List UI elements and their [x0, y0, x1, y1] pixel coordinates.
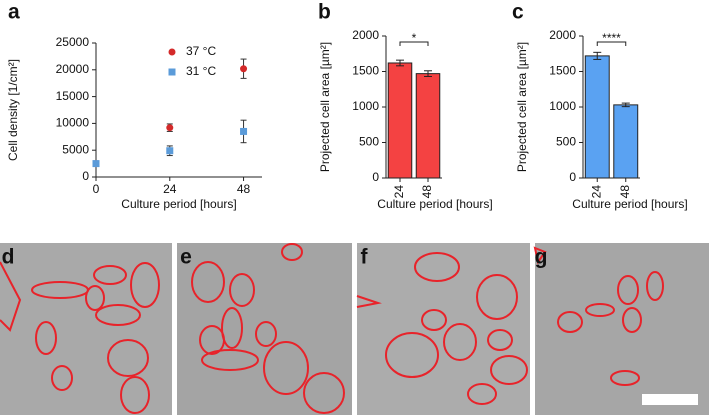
- legend-marker: [168, 68, 176, 76]
- y-axis-label: Cell density [1/cm²]: [6, 59, 20, 161]
- error-bar: [621, 102, 630, 108]
- panel-label: f: [361, 246, 369, 269]
- x-tick-label: 48: [618, 185, 632, 199]
- bar: [387, 62, 413, 179]
- y-tick-label: 500: [359, 135, 379, 149]
- point: [166, 124, 174, 132]
- legend-label: 37 °C: [186, 44, 216, 58]
- x-tick-label: 24: [392, 185, 406, 199]
- x-tick-label: 24: [163, 182, 177, 196]
- x-axis-label: Culture period [hours]: [121, 197, 236, 211]
- panel-label: a: [8, 1, 20, 24]
- legend-label: 31 °C: [186, 64, 216, 78]
- significance-bracket: [596, 41, 627, 46]
- x-axis-label: Culture period [hours]: [377, 197, 492, 211]
- bar: [415, 73, 441, 179]
- micrograph: [357, 243, 530, 415]
- y-axis-label: Projected cell area [µm²]: [318, 42, 332, 172]
- y-tick-label: 1000: [549, 99, 576, 113]
- bar: [584, 55, 610, 179]
- error-bar: [424, 70, 432, 77]
- micrograph: [0, 243, 172, 415]
- y-tick-label: 0: [372, 170, 379, 184]
- panel-label: d: [2, 246, 15, 269]
- y-tick-label: 15000: [56, 89, 90, 103]
- x-tick-label: 48: [237, 182, 251, 196]
- x-axis-label: Culture period [hours]: [572, 197, 687, 211]
- y-tick-label: 2000: [549, 28, 576, 42]
- y-axis-label: Projected cell area [µm²]: [515, 42, 529, 172]
- y-tick-label: 500: [556, 135, 576, 149]
- point: [240, 65, 248, 73]
- legend-marker: [168, 48, 176, 56]
- error-bar: [593, 51, 602, 60]
- point: [92, 160, 100, 168]
- panel-label: g: [535, 246, 548, 269]
- point: [166, 147, 174, 155]
- y-tick-label: 0: [569, 170, 576, 184]
- y-tick-label: 25000: [56, 35, 90, 49]
- y-tick-label: 2000: [352, 28, 379, 42]
- scale-bar: [642, 394, 698, 405]
- significance-bracket: [399, 41, 429, 46]
- significance-label: ****: [602, 31, 621, 45]
- bar: [613, 104, 639, 179]
- y-tick-label: 20000: [56, 62, 90, 76]
- micrograph: [177, 243, 352, 415]
- cell-outlines: [0, 243, 664, 414]
- y-tick-label: 0: [82, 169, 89, 183]
- panel-label: e: [180, 246, 192, 269]
- y-tick-label: 1000: [352, 99, 379, 113]
- x-tick-label: 0: [93, 182, 100, 196]
- y-tick-label: 5000: [62, 142, 89, 156]
- micrographs: [0, 243, 709, 415]
- error-bar: [396, 59, 404, 67]
- panel-label: b: [318, 1, 331, 24]
- y-tick-label: 1500: [352, 64, 379, 78]
- point: [240, 127, 248, 135]
- x-tick-label: 48: [420, 185, 434, 199]
- significance-label: *: [412, 31, 417, 45]
- panel-label: c: [512, 1, 524, 24]
- micrograph: [535, 243, 709, 415]
- y-tick-label: 10000: [56, 116, 90, 130]
- x-tick-label: 24: [589, 185, 603, 199]
- y-tick-label: 1500: [549, 64, 576, 78]
